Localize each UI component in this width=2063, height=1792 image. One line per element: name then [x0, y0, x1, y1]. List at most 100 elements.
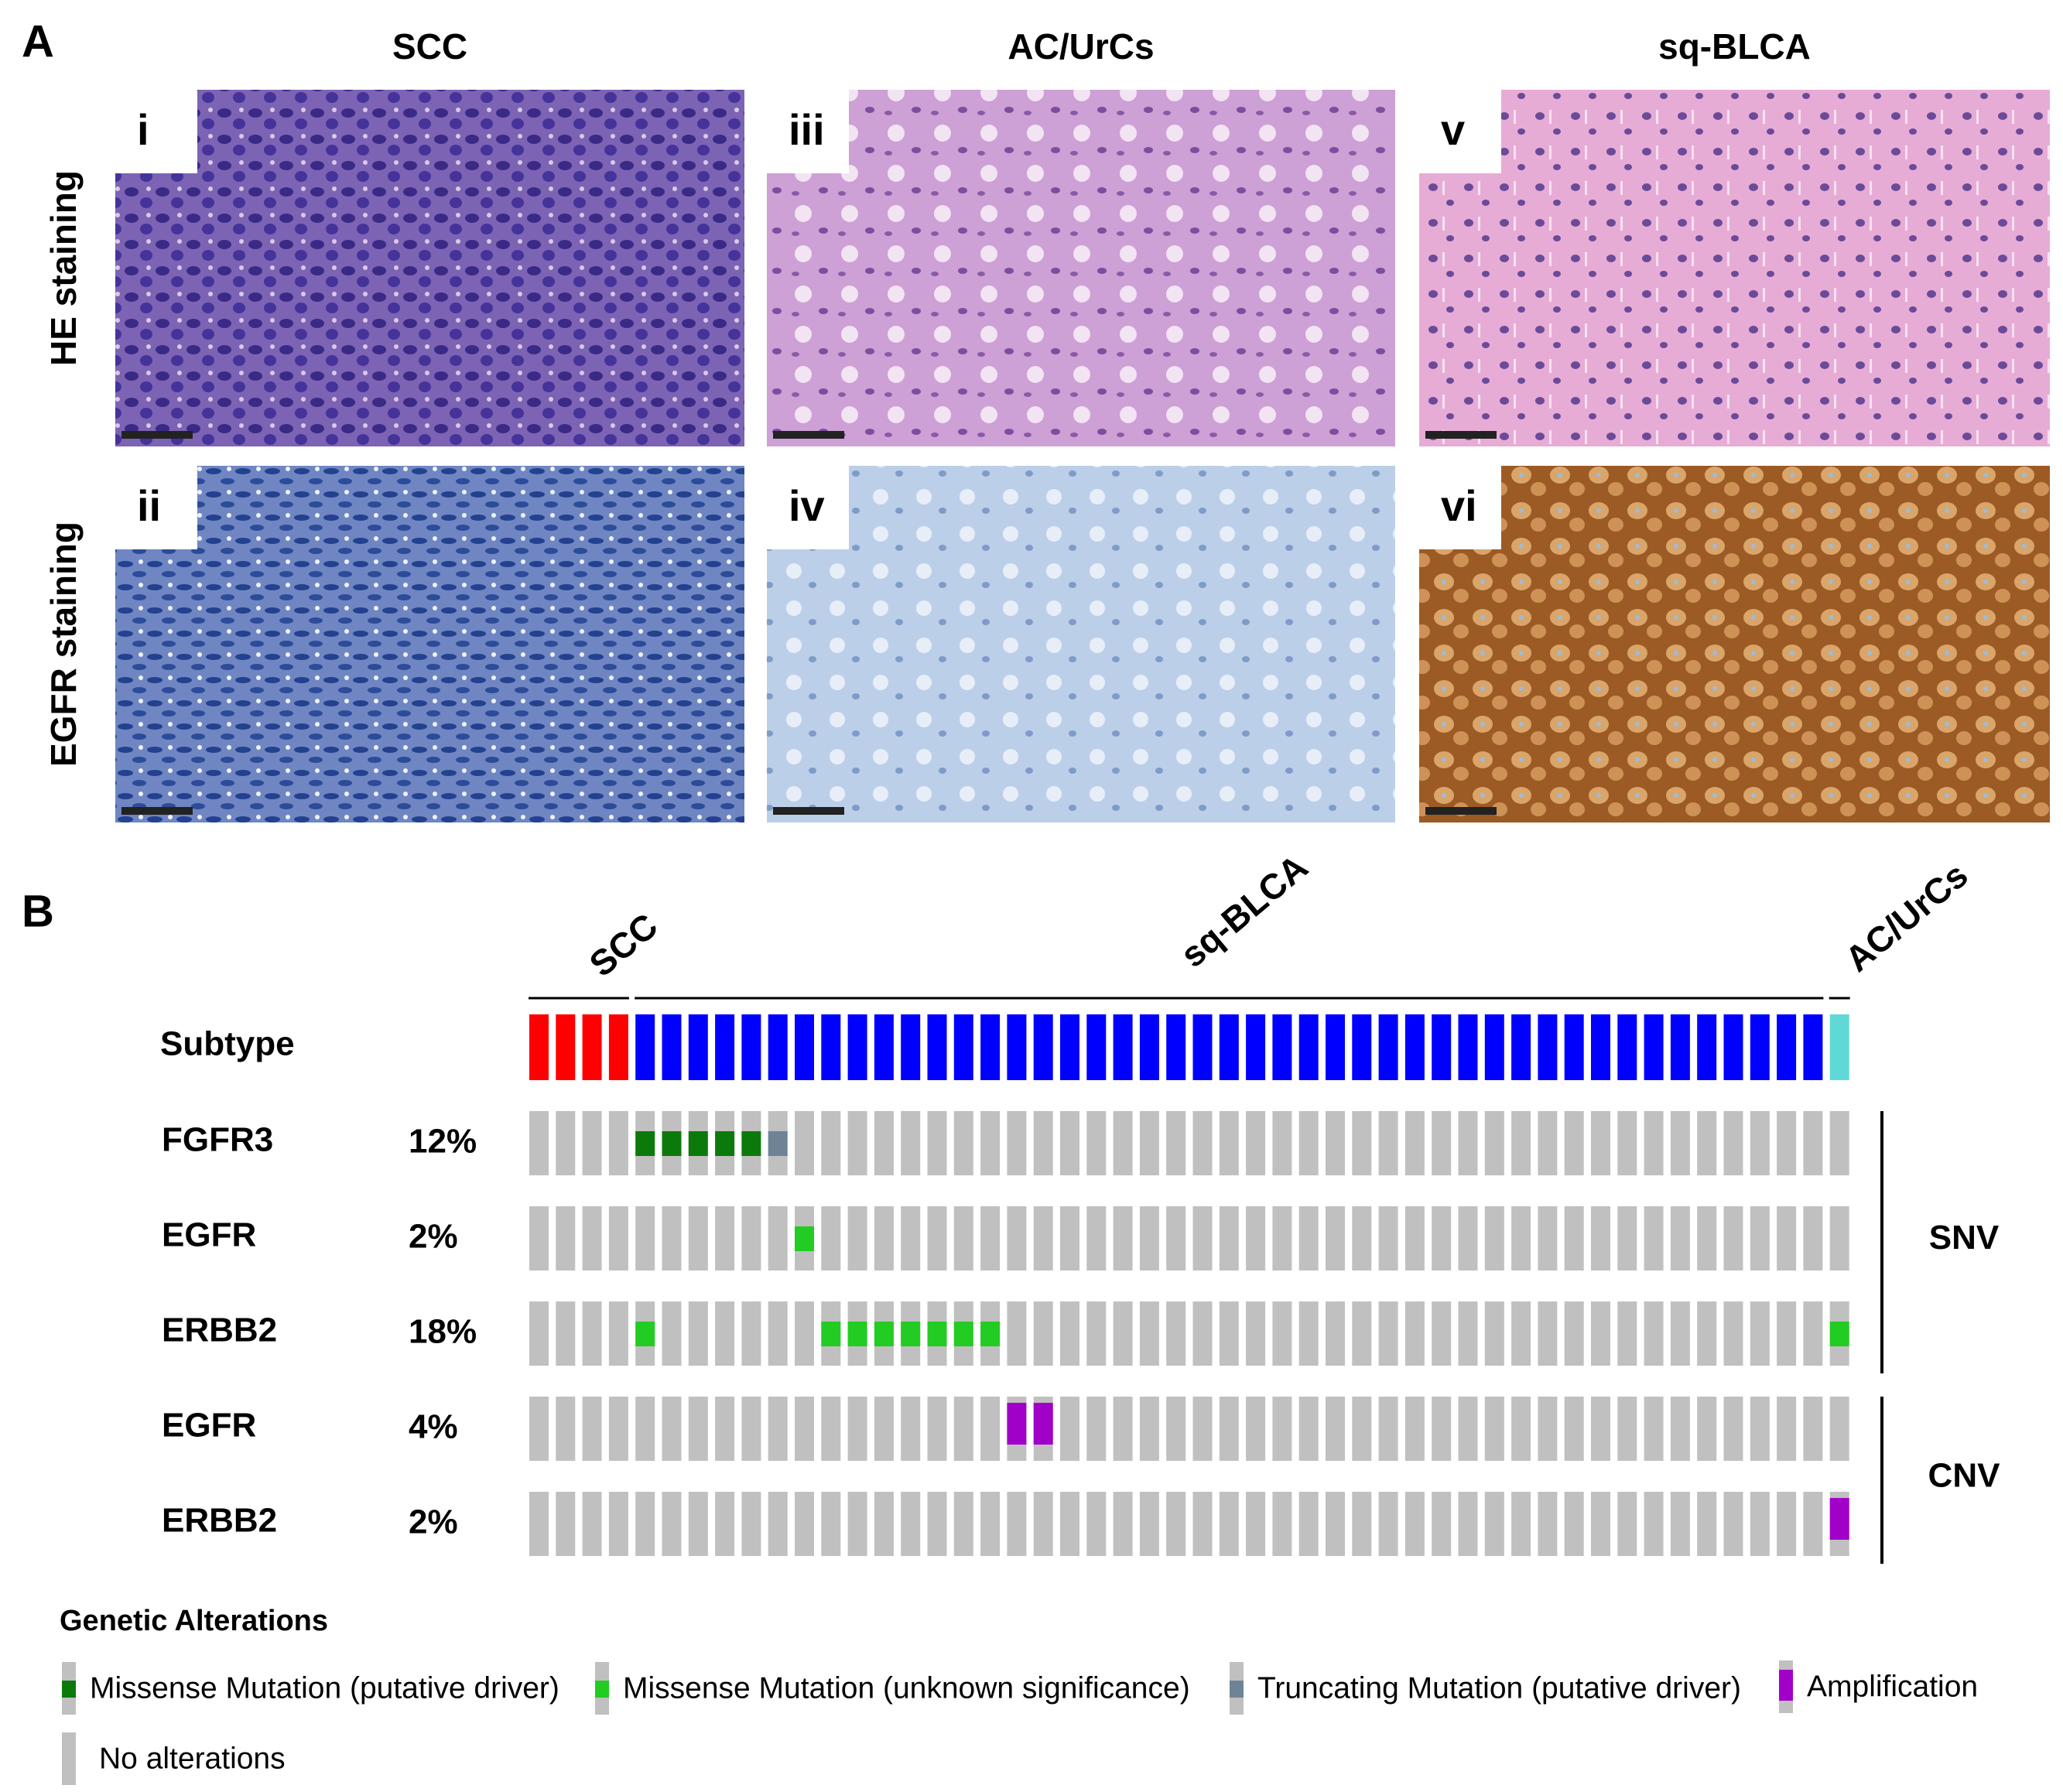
no-alteration-cell: [1644, 1397, 1664, 1461]
no-alteration-cell: [847, 1111, 867, 1175]
no-alteration-cell: [1803, 1206, 1823, 1270]
no-alteration-cell: [1086, 1397, 1107, 1461]
no-alteration-cell: [556, 1397, 576, 1461]
no-alteration-cell: [635, 1206, 655, 1270]
no-alteration-cell: [927, 1111, 947, 1175]
no-alteration-cell: [1404, 1301, 1425, 1366]
no-alteration-cell: [980, 1111, 1001, 1175]
no-alteration-cell: [980, 1397, 1001, 1461]
no-alteration-cell: [1007, 1492, 1027, 1556]
subtype-bar: [1829, 1014, 1849, 1080]
no-alteration-cell: [1007, 1111, 1027, 1175]
no-alteration-cell: [1139, 1397, 1159, 1461]
no-alteration-cell: [1272, 1111, 1292, 1175]
no-alteration-cell: [582, 1397, 602, 1461]
no-alteration-cell: [1166, 1111, 1186, 1175]
micrograph: [115, 90, 744, 446]
no-alteration-cell: [1564, 1492, 1584, 1556]
no-alteration-cell: [821, 1397, 841, 1461]
legend-swatch: [62, 1681, 76, 1698]
no-alteration-cell: [1777, 1206, 1797, 1270]
no-alteration-cell: [715, 1397, 735, 1461]
no-alteration-cell: [1378, 1492, 1398, 1556]
column-header: SCC: [392, 26, 467, 67]
no-alteration-cell: [953, 1206, 973, 1270]
no-alteration-cell: [1644, 1111, 1664, 1175]
no-alteration-cell: [741, 1206, 761, 1270]
no-alteration-cell: [529, 1301, 549, 1366]
no-alteration-cell: [1192, 1206, 1213, 1270]
no-alteration-cell: [1564, 1397, 1584, 1461]
no-alteration-cell: [1326, 1206, 1345, 1270]
subtype-bar: [1644, 1014, 1664, 1080]
no-alteration-cell: [1511, 1206, 1531, 1270]
no-alteration-cell: [795, 1397, 814, 1461]
row-header: EGFR staining: [43, 522, 84, 767]
alteration: [1829, 1498, 1849, 1540]
no-alteration-cell: [529, 1397, 549, 1461]
no-alteration-cell: [1192, 1301, 1213, 1366]
no-alteration-cell: [1272, 1301, 1292, 1366]
no-alteration-cell: [768, 1206, 788, 1270]
no-alteration-cell: [874, 1397, 894, 1461]
no-alteration-cell: [1166, 1301, 1186, 1366]
no-alteration-cell: [635, 1492, 655, 1556]
no-alteration-cell: [953, 1492, 973, 1556]
no-alteration-cell: [1803, 1397, 1823, 1461]
subtype-bar: [1246, 1014, 1266, 1080]
no-alteration-cell: [847, 1492, 867, 1556]
subtype-bar: [1086, 1014, 1107, 1080]
no-alteration-cell: [1723, 1492, 1743, 1556]
no-alteration-cell: [608, 1111, 628, 1175]
subtype-bar: [1378, 1014, 1398, 1080]
gene-label: EGFR: [162, 1407, 256, 1445]
no-alteration-cell: [1777, 1492, 1797, 1556]
no-alteration-cell: [635, 1397, 655, 1461]
no-alteration-cell: [795, 1301, 814, 1366]
no-alteration-cell: [1086, 1111, 1107, 1175]
no-alteration-cell: [1326, 1301, 1345, 1366]
alteration: [1007, 1403, 1027, 1445]
no-alteration-cell: [1007, 1206, 1027, 1270]
no-alteration-cell: [953, 1397, 973, 1461]
no-alteration-cell: [980, 1492, 1001, 1556]
micrograph: [767, 466, 1395, 822]
no-alteration-cell: [1246, 1397, 1266, 1461]
no-alteration-cell: [1086, 1492, 1107, 1556]
no-alteration-cell: [927, 1206, 947, 1270]
no-alteration-cell: [1617, 1206, 1637, 1270]
no-alteration-cell: [1432, 1492, 1452, 1556]
no-alteration-cell: [1750, 1492, 1770, 1556]
no-alteration-cell: [1060, 1492, 1079, 1556]
no-alteration-cell: [741, 1397, 761, 1461]
no-alteration-cell: [1644, 1301, 1664, 1366]
no-alteration-cell: [1219, 1111, 1239, 1175]
subtype-bar: [1192, 1014, 1213, 1080]
no-alteration-cell: [1298, 1492, 1319, 1556]
image-label: iv: [789, 481, 825, 530]
no-alteration-cell: [901, 1111, 921, 1175]
no-alteration-cell: [582, 1492, 602, 1556]
no-alteration-cell: [1591, 1397, 1610, 1461]
no-alteration-cell: [1113, 1301, 1133, 1366]
alteration: [953, 1322, 973, 1346]
no-alteration-cell: [688, 1397, 708, 1461]
no-alteration-cell: [1458, 1301, 1478, 1366]
no-alteration-cell: [1458, 1397, 1478, 1461]
no-alteration-cell: [529, 1206, 549, 1270]
no-alteration-cell: [1219, 1301, 1239, 1366]
subtype-bar: [1803, 1014, 1823, 1080]
no-alteration-cell: [1432, 1206, 1452, 1270]
no-alteration-cell: [1697, 1111, 1717, 1175]
no-alteration-cell: [1670, 1301, 1690, 1366]
no-alteration-cell: [1086, 1206, 1107, 1270]
no-alteration-cell: [1777, 1301, 1797, 1366]
no-alteration-cell: [1246, 1111, 1266, 1175]
no-alteration-cell: [1484, 1111, 1504, 1175]
row-header: HE staining: [43, 170, 84, 366]
no-alteration-cell: [662, 1206, 682, 1270]
alteration: [715, 1131, 735, 1156]
gene-label: ERBB2: [162, 1312, 277, 1349]
no-alteration-cell: [608, 1397, 628, 1461]
subtype-bar: [1219, 1014, 1239, 1080]
